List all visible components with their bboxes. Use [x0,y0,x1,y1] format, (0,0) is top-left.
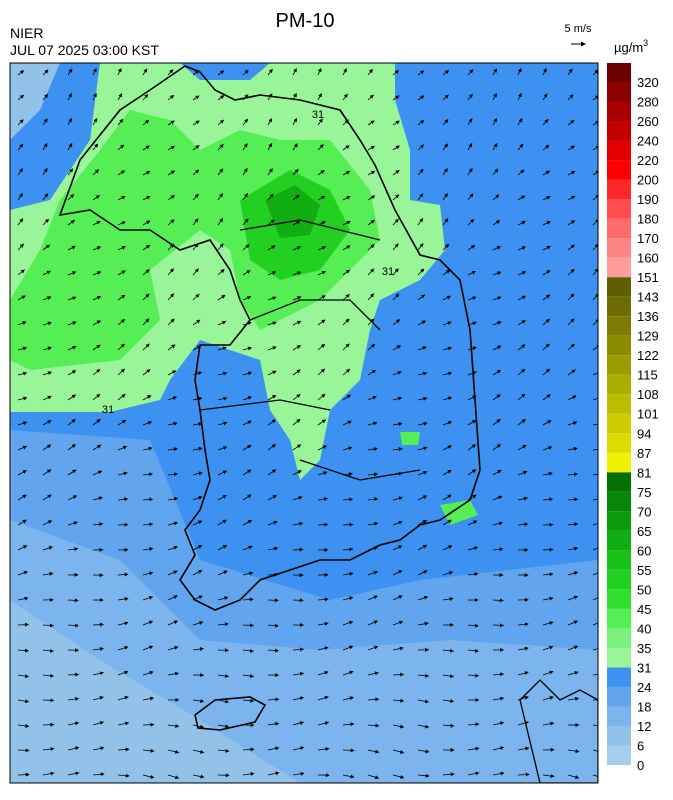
colorbar-label: 94 [637,426,651,441]
wind-arrow [343,524,353,525]
map: 31 31 31 [10,63,604,783]
colorbar-label: 129 [637,329,659,344]
wind-arrow [293,549,303,550]
colorbar-segment [607,82,631,102]
title: PM-10 [276,10,335,32]
colorbar-segment [607,492,631,512]
colorbar-label: 151 [637,270,659,285]
colorbar-label: 65 [637,524,651,539]
colorbar-segment [607,102,631,122]
colorbar-label: 220 [637,153,659,168]
wind-arrow [68,674,78,675]
colorbar-label: 108 [637,387,659,402]
colorbar-label: 87 [637,446,651,461]
colorbar-label: 136 [637,309,659,324]
colorbar-segment [607,316,631,336]
colorbar-segment [607,355,631,375]
colorbar-label: 180 [637,212,659,227]
colorbar-label: 320 [637,75,659,90]
wind-arrow [493,625,503,626]
colorbar-segment [607,238,631,258]
colorbar-label: 40 [637,621,651,636]
colorbar-label: 70 [637,504,651,519]
colorbar-label: 31 [637,660,651,675]
colorbar-label: 160 [637,251,659,266]
colorbar-segment [607,687,631,707]
colorbar-segment [607,453,631,473]
wind-arrow [318,524,328,525]
colorbar-segment [607,121,631,141]
colorbar-segment [607,726,631,746]
agency: NIER [10,25,43,41]
colorbar-label: 143 [637,290,659,305]
colorbar-label: 101 [637,407,659,422]
colorbar-segment [607,472,631,492]
colorbar-segment [607,414,631,434]
colorbar-label: 81 [637,465,651,480]
colorbar-segment [607,570,631,590]
colorbar-label: 200 [637,173,659,188]
colorbar-segment [607,141,631,161]
wind-scale: 5 m/s [565,23,592,35]
colorbar-label: 170 [637,231,659,246]
colorbar-segment [607,667,631,687]
colorbar-segment [607,706,631,726]
colorbar-label: 75 [637,485,651,500]
colorbar-label: 260 [637,114,659,129]
colorbar-label: 45 [637,602,651,617]
colorbar-segment [607,628,631,648]
colorbar-label: 190 [637,192,659,207]
wind-arrow [18,750,29,751]
unit: µg/m3 [614,38,648,55]
colorbar-label: 0 [637,758,644,773]
colorbar-segment [607,258,631,278]
colorbar-segment [607,336,631,356]
colorbar-segment [607,375,631,395]
colorbar-label: 24 [637,680,651,695]
colorbar-label: 50 [637,582,651,597]
timestamp: JUL 07 2025 03:00 KST [10,42,159,58]
unit-sup: 3 [643,38,648,48]
wind-arrow [393,674,403,675]
colorbar: 0 6 12 18 24 31 35 40 45 50 55 60 65 70 75 81 87 94 101 108… [607,63,659,773]
colorbar-label: 240 [637,134,659,149]
colorbar-label: 6 [637,738,644,753]
colorbar-segment [607,160,631,180]
colorbar-label: 55 [637,563,651,578]
colorbar-label: 18 [637,699,651,714]
colorbar-segment [607,609,631,629]
contour-label: 31 [382,266,394,278]
contour-label: 31 [312,109,324,121]
colorbar-segment [607,394,631,414]
colorbar-segment [607,297,631,317]
colorbar-segment [607,199,631,219]
unit-text: µg/m [614,40,643,55]
colorbar-segment [607,589,631,609]
colorbar-label: 115 [637,368,658,383]
colorbar-segment [607,219,631,239]
colorbar-segment [607,180,631,200]
colorbar-segment [607,745,631,765]
colorbar-label: 60 [637,543,651,558]
colorbar-segment [607,433,631,453]
colorbar-label: 122 [637,348,659,363]
colorbar-segment [607,531,631,551]
colorbar-segment [607,277,631,297]
colorbar-label: 12 [637,719,651,734]
colorbar-segment [607,648,631,668]
colorbar-segment [607,511,631,531]
colorbar-label: 35 [637,641,651,656]
colorbar-segment [607,63,631,82]
colorbar-label: 280 [637,95,659,110]
wind-arrow [68,600,78,601]
contour-label: 31 [102,404,114,416]
colorbar-segment [607,550,631,570]
wind-arrow [43,724,54,725]
